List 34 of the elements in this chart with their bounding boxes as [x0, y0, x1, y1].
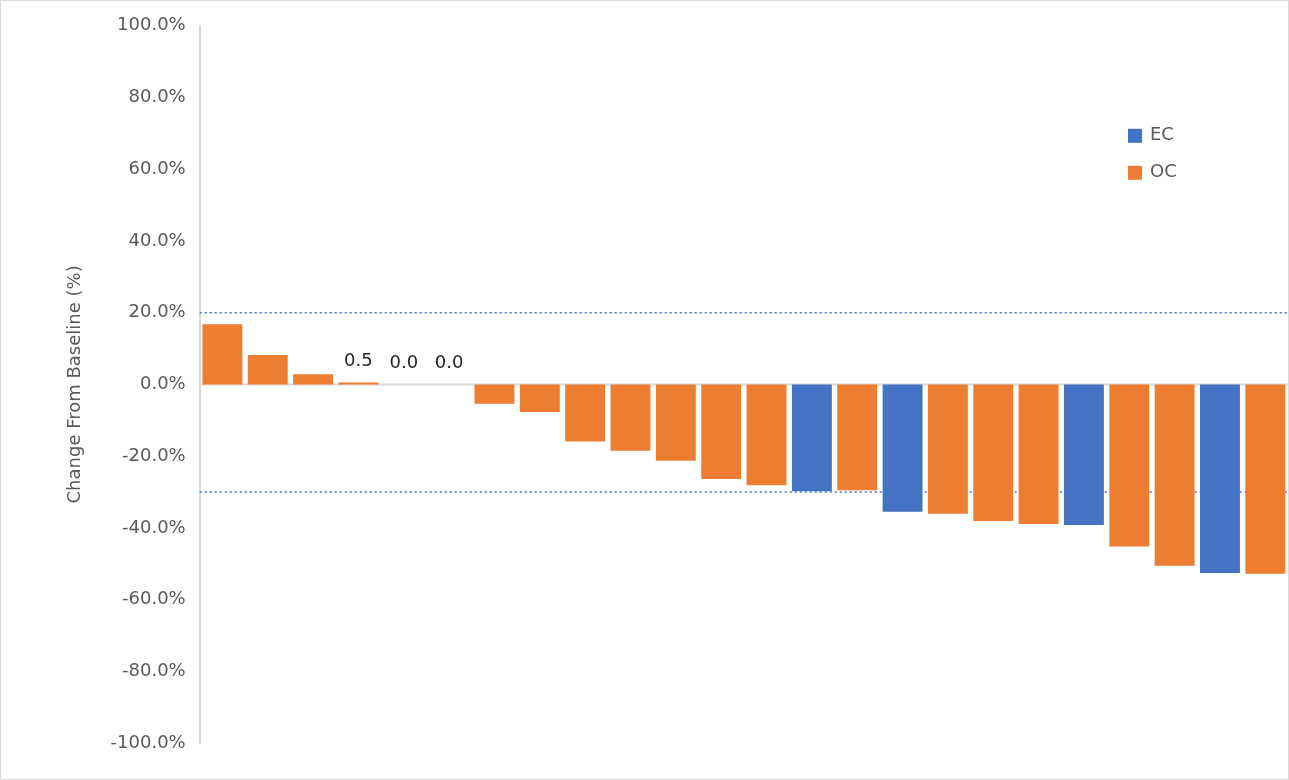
legend-label: EC — [1150, 123, 1174, 145]
bar — [293, 374, 334, 385]
data-label: 0.5 — [344, 349, 373, 371]
bar — [474, 384, 515, 404]
legend-label: OC — [1150, 160, 1177, 182]
bar — [837, 384, 878, 491]
data-label: 0.0 — [434, 351, 464, 373]
bar — [519, 384, 560, 413]
y-tick-label: -20.0% — [122, 443, 186, 465]
y-tick-label: -80.0% — [122, 658, 186, 680]
bar — [1245, 384, 1286, 574]
bar — [746, 384, 787, 486]
bar — [1109, 384, 1150, 547]
bar — [1154, 384, 1195, 566]
bar — [973, 384, 1014, 522]
bar — [610, 384, 651, 451]
y-tick-label: 40.0% — [128, 228, 186, 250]
y-tick-label: -60.0% — [122, 587, 186, 609]
bar — [701, 384, 742, 480]
y-tick-label: -40.0% — [122, 515, 186, 537]
y-tick-label: 100.0% — [117, 13, 186, 35]
bar — [655, 384, 696, 461]
bar — [927, 384, 968, 514]
data-label: 0.0 — [389, 351, 419, 373]
bar — [1018, 384, 1059, 524]
y-tick-label: 20.0% — [128, 300, 186, 322]
bar — [202, 324, 243, 385]
y-tick-label: 0.0% — [139, 372, 186, 394]
bar — [247, 355, 288, 385]
y-tick-label: 60.0% — [128, 156, 186, 178]
y-tick-label: -100.0% — [110, 730, 186, 752]
y-axis-title: Change From Baseline (%) — [63, 265, 85, 504]
bar — [565, 384, 606, 442]
y-tick-label: 80.0% — [128, 85, 186, 107]
